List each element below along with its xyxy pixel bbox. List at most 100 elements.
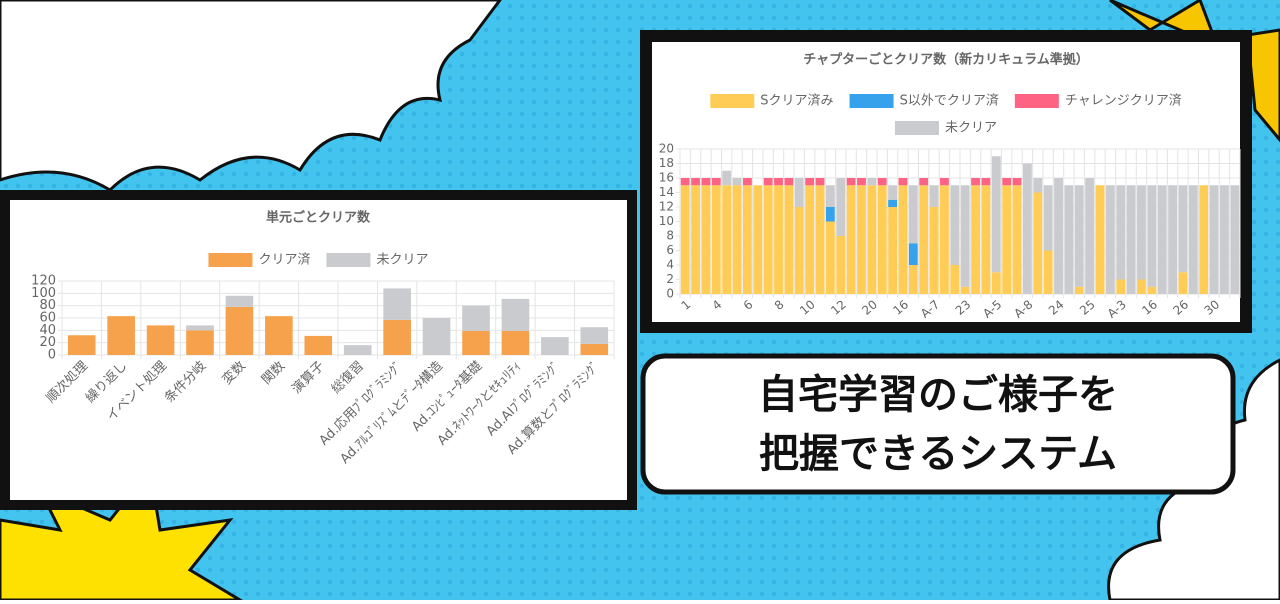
y-tick-label: 0: [48, 348, 56, 363]
legend-label: 未クリア: [377, 253, 429, 268]
bar-segment: [877, 185, 887, 294]
legend-swatch: [326, 253, 371, 267]
y-tick-label: 20: [39, 335, 56, 350]
bar-segment: [343, 345, 372, 355]
bar-segment: [774, 178, 783, 186]
bar-segment: [1105, 185, 1115, 294]
bar-segment: [867, 178, 877, 186]
y-tick-label: 100: [31, 286, 56, 301]
bar-segment: [825, 185, 835, 207]
chart-title: チャプターごとクリア数（新カリキュラム準拠）: [803, 52, 1088, 68]
bar-segment: [680, 185, 690, 294]
legend-label: 未クリア: [945, 121, 997, 136]
y-tick-label: 8: [666, 229, 674, 243]
bar-segment: [732, 178, 742, 186]
bar-segment: [763, 178, 773, 186]
bar-segment: [867, 185, 877, 294]
bar-segment: [981, 185, 991, 294]
bar-segment: [1147, 286, 1157, 294]
bar-segment: [763, 185, 773, 294]
y-tick-label: 14: [659, 185, 674, 199]
legend-label: チャレンジクリア済: [1065, 93, 1182, 109]
bar-segment: [732, 185, 742, 294]
bar-segment: [1012, 185, 1022, 294]
legend-label: クリア済: [258, 252, 310, 268]
bar-segment: [743, 178, 752, 186]
y-tick-label: 16: [659, 171, 674, 185]
bar-segment: [960, 286, 970, 294]
bar-segment: [186, 325, 214, 331]
bar-segment: [1074, 185, 1084, 287]
bar-segment: [1074, 286, 1084, 294]
legend-swatch: [849, 94, 894, 108]
bar-segment: [825, 221, 835, 294]
bar-segment: [929, 185, 939, 207]
y-tick-label: 0: [666, 287, 674, 301]
y-tick-label: 18: [659, 156, 674, 170]
legend-label: S以外でクリア済: [900, 93, 999, 109]
bar-segment: [888, 185, 897, 200]
bar-segment: [580, 327, 609, 344]
legend-swatch: [710, 94, 755, 108]
bar-segment: [888, 207, 897, 294]
bar-segment: [908, 243, 918, 265]
bar-segment: [805, 178, 815, 186]
bar-segment: [722, 170, 732, 186]
y-tick-label: 4: [666, 258, 674, 272]
bar-segment: [805, 185, 815, 294]
bar-segment: [225, 306, 254, 355]
bar-segment: [67, 335, 96, 355]
bar-segment: [1002, 185, 1012, 294]
bar-segment: [784, 185, 794, 294]
bar-segment: [950, 265, 960, 294]
bar-segment: [1178, 272, 1188, 294]
y-tick-label: 12: [659, 200, 674, 214]
y-tick-label: 10: [659, 214, 674, 228]
bar-segment: [265, 316, 293, 355]
bar-segment: [680, 178, 690, 186]
bar-segment: [877, 178, 887, 186]
bar-segment: [981, 178, 991, 186]
bar-segment: [1033, 192, 1043, 294]
bar-segment: [898, 178, 908, 186]
bar-segment: [908, 265, 918, 294]
bar-segment: [422, 318, 451, 355]
bar-segment: [774, 185, 783, 294]
y-tick-label: 2: [666, 272, 674, 286]
banner-text: 把握できるシステム: [759, 431, 1117, 477]
bar-segment: [580, 343, 609, 355]
bar-segment: [691, 185, 700, 294]
bar-segment: [501, 330, 530, 355]
bar-segment: [857, 178, 866, 186]
bar-segment: [929, 207, 939, 294]
bar-segment: [1188, 185, 1198, 294]
bar-segment: [1033, 178, 1043, 193]
bar-segment: [1178, 185, 1188, 273]
bar-segment: [1095, 185, 1105, 294]
chart-title: 単元ごとクリア数: [266, 210, 371, 226]
bar-segment: [107, 316, 135, 355]
bar-segment: [1054, 178, 1063, 294]
bar-segment: [1199, 185, 1209, 294]
bar-segment: [1220, 185, 1229, 294]
bar-segment: [701, 185, 711, 294]
bar-segment: [1116, 185, 1126, 280]
bar-segment: [908, 185, 918, 244]
bar-segment: [1012, 178, 1022, 186]
bar-segment: [940, 185, 949, 294]
bar-segment: [794, 207, 804, 294]
bar-segment: [898, 185, 908, 294]
banner-box: [640, 353, 1236, 495]
bar-segment: [462, 305, 490, 331]
bar-segment: [383, 288, 411, 320]
bar-segment: [1043, 185, 1053, 251]
bar-segment: [701, 178, 711, 186]
y-tick-label: 60: [39, 311, 56, 326]
bar-segment: [1230, 185, 1240, 294]
bar-segment: [846, 178, 856, 186]
bar-segment: [1126, 185, 1136, 294]
y-tick-label: 40: [39, 323, 56, 338]
bar-segment: [794, 178, 804, 207]
